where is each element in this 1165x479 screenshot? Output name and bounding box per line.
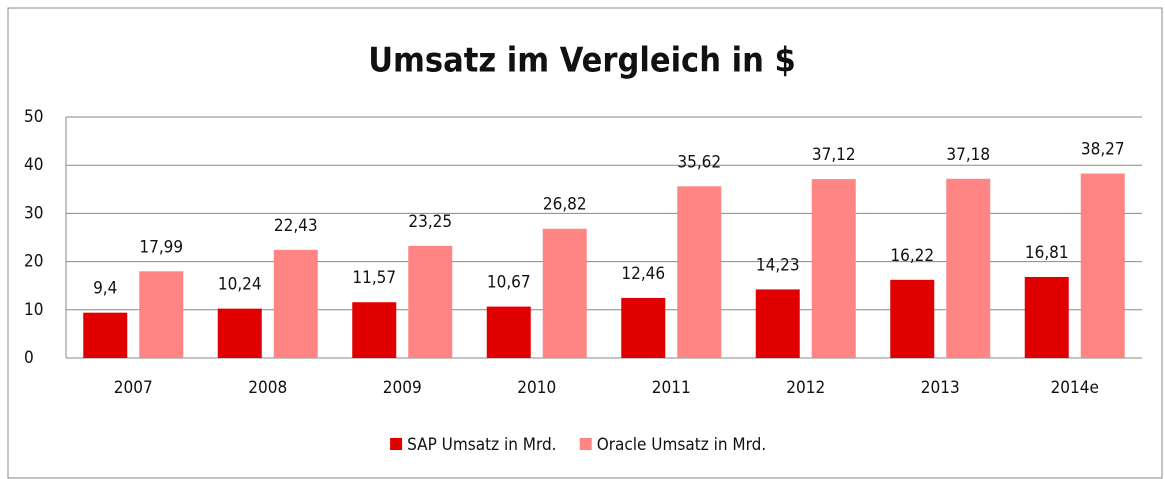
x-tick-label: 2013 <box>921 378 960 398</box>
data-label: 14,23 <box>756 255 800 275</box>
bar <box>408 245 453 358</box>
bar <box>139 271 184 358</box>
y-tick-label: 20 <box>24 252 43 272</box>
x-tick-label: 2009 <box>383 378 422 398</box>
legend-label: SAP Umsatz in Mrd. <box>407 435 556 455</box>
legend-label: Oracle Umsatz in Mrd. <box>597 435 767 455</box>
data-label: 16,22 <box>890 246 934 266</box>
x-tick-label: 2011 <box>652 378 691 398</box>
x-tick-label: 2014e <box>1051 378 1099 398</box>
data-label: 17,99 <box>139 237 183 257</box>
bar <box>83 312 128 358</box>
y-tick-label: 30 <box>24 203 43 223</box>
legend-swatch <box>579 438 592 450</box>
x-tick-label: 2010 <box>517 378 556 398</box>
bar <box>621 297 666 358</box>
bar <box>755 289 800 358</box>
bar <box>1080 173 1125 358</box>
bar <box>1024 276 1069 358</box>
bar <box>486 306 531 358</box>
x-tick-label: 2012 <box>786 378 825 398</box>
bar <box>677 186 722 358</box>
bar <box>811 179 856 358</box>
y-tick-label: 40 <box>24 155 43 175</box>
data-label: 38,27 <box>1081 140 1125 160</box>
bar <box>890 279 935 358</box>
y-tick-label: 10 <box>24 300 43 320</box>
y-tick-label: 0 <box>24 348 34 368</box>
bar <box>273 249 318 358</box>
bar <box>542 228 587 358</box>
chart-title: Umsatz im Vergleich in $ <box>368 41 796 81</box>
data-label: 10,24 <box>218 275 262 295</box>
data-label: 10,67 <box>487 273 531 293</box>
data-label: 11,57 <box>352 268 396 288</box>
data-label: 37,12 <box>812 145 856 165</box>
data-label: 22,43 <box>274 216 318 236</box>
x-tick-label: 2008 <box>248 378 287 398</box>
data-label: 9,4 <box>93 279 117 299</box>
bar <box>217 308 262 358</box>
data-label: 35,62 <box>677 152 721 172</box>
data-label: 37,18 <box>946 145 990 165</box>
data-label: 23,25 <box>408 212 452 232</box>
data-label: 12,46 <box>621 264 665 284</box>
legend-swatch <box>390 438 403 450</box>
x-tick-label: 2007 <box>114 378 153 398</box>
bar <box>946 178 991 358</box>
data-label: 26,82 <box>543 195 587 215</box>
bar <box>352 302 397 358</box>
data-label: 16,81 <box>1025 243 1069 263</box>
y-tick-label: 50 <box>24 107 43 127</box>
